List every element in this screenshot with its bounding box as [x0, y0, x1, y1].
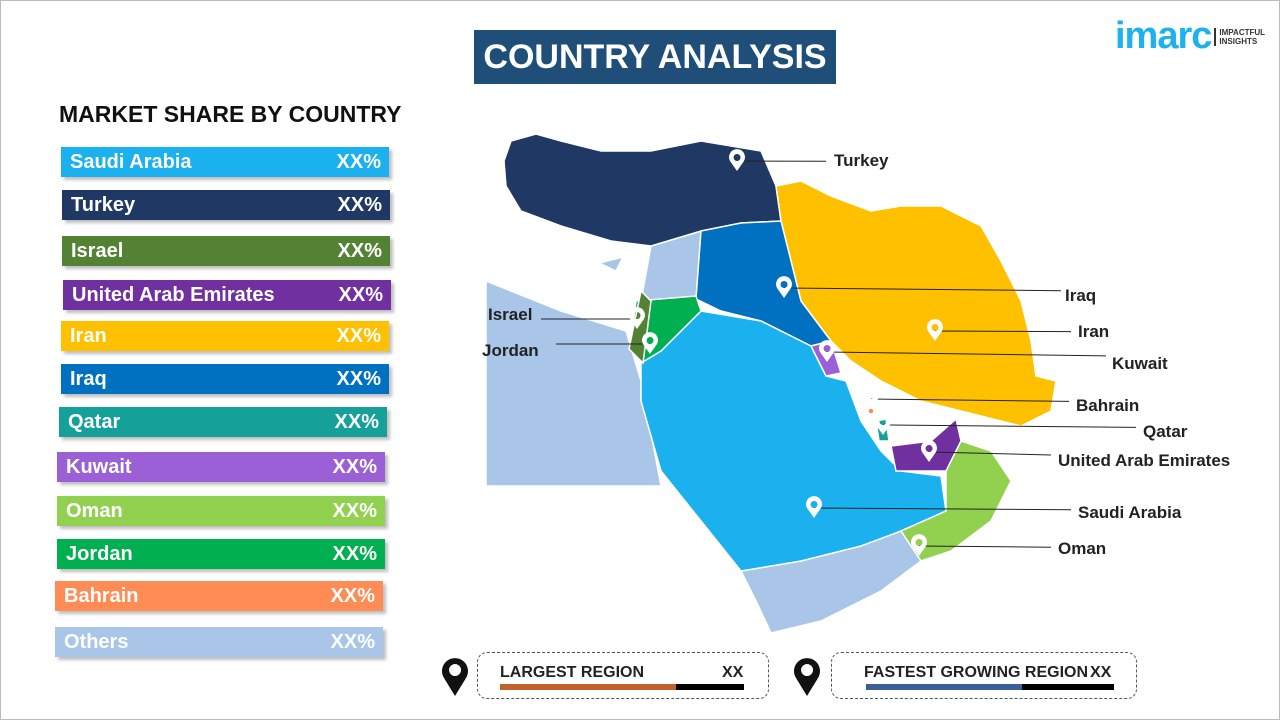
map-label: Oman [1058, 539, 1106, 559]
region-cyprus [599, 257, 623, 271]
map-label: Iran [1078, 322, 1109, 342]
map-pin-icon [863, 387, 879, 409]
map-label: Turkey [834, 151, 889, 171]
map-label: Jordan [482, 341, 539, 361]
map-label: Kuwait [1112, 354, 1168, 374]
location-pin-icon [791, 656, 823, 698]
map-label: Bahrain [1076, 396, 1139, 416]
map-label: Iraq [1065, 286, 1096, 306]
callout-line [883, 425, 1136, 427]
map-label: Saudi Arabia [1078, 503, 1181, 523]
map-label: United Arab Emirates [1058, 451, 1230, 471]
location-pin-icon [439, 656, 471, 698]
map-label: Israel [488, 305, 532, 325]
callout-line [935, 331, 1071, 332]
map-label: Qatar [1143, 422, 1187, 442]
